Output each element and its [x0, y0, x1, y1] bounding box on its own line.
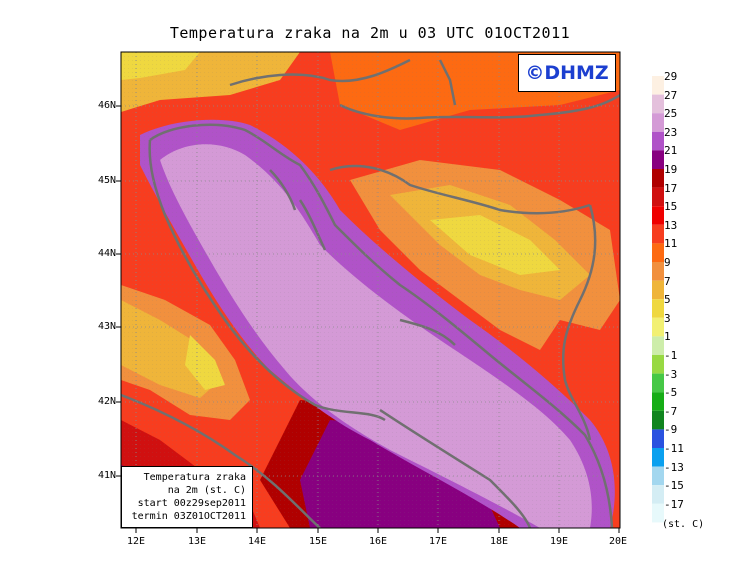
- lon-label-19e: 19E: [549, 536, 569, 547]
- legend-color-box: [652, 243, 664, 262]
- info-box: Temperatura zraka na 2m (st. C) start 00…: [121, 466, 253, 528]
- legend-color-box: [652, 94, 664, 114]
- legend-value-label: -5: [664, 386, 678, 400]
- legend-value-label: -7: [664, 404, 678, 418]
- legend-value-label: -3: [664, 367, 678, 381]
- axis-ticks: [116, 105, 620, 533]
- copyright-badge: ©DHMZ: [518, 54, 616, 92]
- legend-value-label: 7: [664, 274, 671, 288]
- legend-value-label: 13: [664, 218, 678, 232]
- legend-color-box: [652, 299, 664, 318]
- lat-label-43n: 43N: [97, 321, 116, 332]
- info-line-4: termin 03Z01OCT2011: [131, 511, 246, 522]
- legend-value-label: -15: [664, 479, 684, 493]
- legend-value-label: 21: [664, 144, 678, 158]
- legend-color-box: [652, 262, 664, 281]
- legend-color-box: [652, 150, 664, 169]
- legend-value-label: 9: [664, 256, 671, 269]
- legend-value-label: 19: [664, 163, 678, 176]
- legend-color-box: [652, 392, 664, 411]
- legend-color-box: [652, 206, 664, 225]
- legend-color-box: [652, 466, 664, 486]
- legend-color-box: [652, 224, 664, 244]
- legend-value-label: -1: [664, 349, 678, 362]
- lon-label-13e: 13E: [187, 536, 207, 547]
- legend-color-box: [652, 429, 664, 448]
- legend-value-label: 23: [664, 125, 678, 139]
- info-line-1: Temperatura zraka: [143, 472, 246, 483]
- legend-color-box: [652, 317, 664, 337]
- legend-value-label: 5: [664, 293, 671, 307]
- lat-label-41n: 41N: [97, 470, 116, 481]
- legend-value-label: -17: [664, 497, 684, 511]
- legend-value-label: 25: [664, 107, 678, 121]
- legend-value-label: 17: [664, 181, 678, 195]
- temperature-field: [121, 52, 620, 528]
- lat-lon-gridlines: [121, 52, 620, 528]
- lon-label-20e: 20E: [608, 536, 628, 547]
- lat-label-44n: 44N: [97, 248, 116, 259]
- plot-frame: [120, 51, 621, 529]
- legend-color-box: [652, 187, 664, 207]
- legend-value-label: 27: [664, 88, 678, 102]
- legend-value-label: 3: [664, 311, 671, 325]
- legend-color-box: [652, 373, 664, 393]
- lat-label-42n: 42N: [97, 396, 116, 407]
- lon-label-12e: 12E: [126, 536, 146, 547]
- map-title: Temperatura zraka na 2m u 03 UTC 01OCT20…: [169, 24, 571, 42]
- lat-label-45n: 45N: [97, 175, 116, 186]
- lon-label-14e: 14E: [247, 536, 267, 547]
- legend-unit-label: (st. C): [662, 519, 705, 530]
- legend-color-box: [652, 503, 664, 523]
- legend-color-box: [652, 280, 664, 300]
- lat-label-46n: 46N: [97, 100, 116, 111]
- legend-color-box: [652, 113, 664, 132]
- lon-label-17e: 17E: [428, 536, 448, 547]
- color-legend: [652, 76, 664, 523]
- legend-color-box: [652, 355, 664, 374]
- info-line-3: start 00z29sep2011: [137, 498, 246, 509]
- lon-label-18e: 18E: [489, 536, 509, 547]
- legend-value-label: -9: [664, 423, 678, 437]
- legend-color-box: [652, 336, 664, 355]
- legend-color-box: [652, 485, 664, 504]
- legend-value-label: -11: [664, 442, 684, 455]
- legend-color-box: [652, 76, 664, 95]
- legend-value-label: 15: [664, 200, 678, 214]
- legend-value-label: -13: [664, 460, 684, 474]
- lon-label-15e: 15E: [308, 536, 328, 547]
- legend-color-box: [652, 448, 664, 467]
- legend-value-label: 1: [664, 330, 671, 344]
- legend-value-label: 29: [664, 70, 678, 83]
- coastline-and-borders: [121, 58, 620, 528]
- info-line-2: na 2m (st. C): [167, 485, 246, 496]
- legend-color-box: [652, 410, 664, 430]
- legend-color-box: [652, 169, 664, 188]
- legend-color-box: [652, 131, 664, 151]
- legend-value-label: 11: [664, 237, 678, 251]
- lon-label-16e: 16E: [368, 536, 388, 547]
